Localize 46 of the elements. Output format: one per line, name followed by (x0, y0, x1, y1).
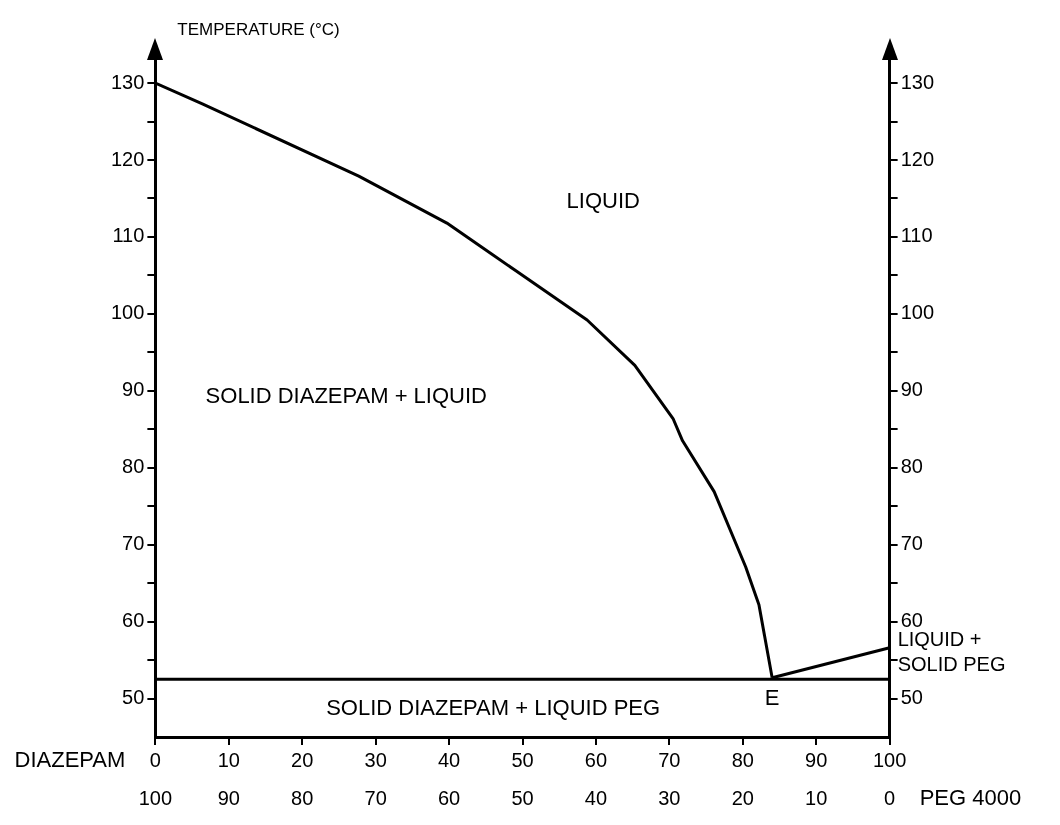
x-axis-title: DIAZEPAM (14, 747, 126, 773)
x-tick-label: 0 (149, 748, 161, 771)
y-tick-label: 100 (110, 301, 145, 324)
x2-axis-title: PEG 4000 (919, 785, 1022, 811)
y2-tick-label: 100 (900, 301, 935, 324)
x2-tick-label: 30 (658, 786, 681, 809)
x2-tick-label: 70 (364, 786, 387, 809)
x-tick-label: 50 (511, 748, 534, 771)
y2-tick-label: 80 (900, 455, 923, 478)
y2-tick-label: 120 (900, 147, 935, 170)
y-tick-label: 50 (122, 686, 145, 709)
x-tick-label: 20 (291, 748, 314, 771)
x2-tick-label: 0 (884, 786, 896, 809)
x-tick-label: 80 (731, 748, 754, 771)
annotation: SOLID DIAZEPAM + LIQUID (205, 383, 487, 409)
annotation: LIQUID (566, 188, 640, 214)
y-tick-label: 70 (122, 532, 145, 555)
x-tick-label: 30 (364, 748, 387, 771)
y-axis-title: TEMPERATURE (°C) (177, 19, 340, 39)
y-tick-label: 90 (122, 378, 145, 401)
y2-tick-label: 130 (900, 70, 935, 93)
x-tick-label: 100 (872, 748, 907, 771)
x2-tick-label: 10 (805, 786, 828, 809)
x-tick-label: 10 (217, 748, 240, 771)
x2-tick-label: 80 (291, 786, 314, 809)
x2-tick-label: 100 (138, 786, 173, 809)
annotation: E (764, 684, 780, 710)
y2-tick-label: 70 (900, 532, 923, 555)
x2-tick-label: 60 (437, 786, 461, 809)
y-tick-label: 130 (110, 70, 145, 93)
y-tick-label: 120 (110, 147, 145, 170)
y2-tick-label: 110 (900, 224, 933, 247)
x-tick-label: 40 (437, 748, 461, 771)
y-tick-label: 110 (112, 224, 145, 247)
x-tick-label: 90 (805, 748, 828, 771)
x-tick-label: 60 (584, 748, 608, 771)
x-tick-label: 70 (658, 748, 681, 771)
y-tick-label: 80 (122, 455, 145, 478)
annotation: SOLID DIAZEPAM + LIQUID PEG (326, 695, 661, 721)
y2-tick-label: 90 (900, 378, 923, 401)
x2-tick-label: 40 (584, 786, 608, 809)
x2-tick-label: 90 (217, 786, 240, 809)
y2-tick-label: 50 (900, 686, 923, 709)
x2-tick-label: 20 (731, 786, 754, 809)
y-tick-label: 60 (122, 609, 145, 632)
x2-tick-label: 50 (511, 786, 534, 809)
